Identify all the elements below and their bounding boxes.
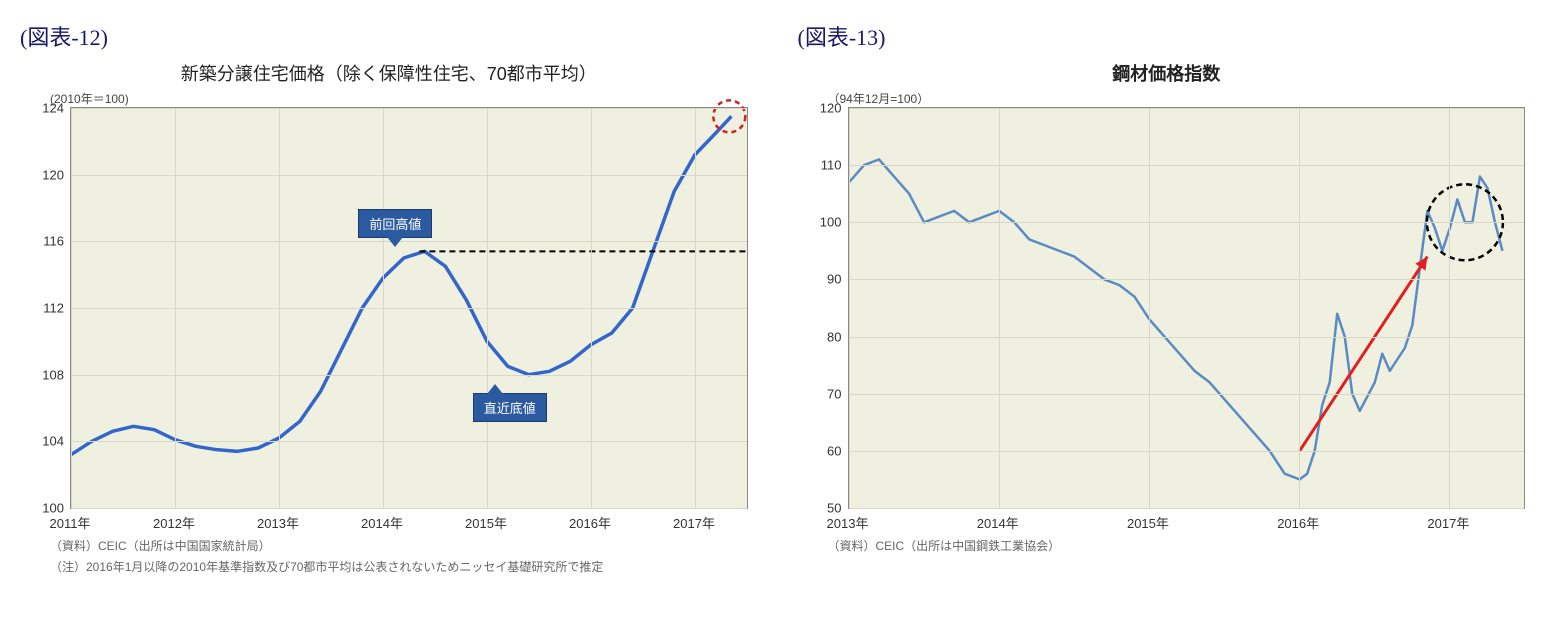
callout-label: 前回高値 (358, 209, 432, 238)
figure-12-label: (図表-12) (20, 20, 758, 52)
figure-12-panel: (図表-12) 新築分譲住宅価格（除く保障性住宅、70都市平均） (2010年＝… (20, 20, 758, 575)
data-series-line (849, 159, 1502, 479)
x-tick-label: 2014年 (361, 513, 403, 532)
y-tick-label: 90 (827, 272, 841, 287)
x-tick-label: 2017年 (1427, 513, 1469, 532)
figure-13-panel: (図表-13) 鋼材価格指数 （94年12月=100） 506070809010… (798, 20, 1536, 575)
chart-12-y-unit: (2010年＝100) (50, 90, 758, 107)
chart-13-plot-area: 5060708090100110120 (848, 107, 1526, 509)
x-tick-label: 2011年 (50, 513, 91, 532)
y-tick-label: 108 (42, 367, 64, 382)
y-tick-label: 124 (42, 101, 64, 116)
x-tick-label: 2016年 (1277, 513, 1319, 532)
chart-12-plot-area: 100104108112116120124 前回高値直近底値 (70, 107, 748, 509)
x-tick-label: 2015年 (1127, 513, 1169, 532)
y-tick-label: 120 (42, 167, 64, 182)
y-tick-label: 116 (43, 234, 64, 249)
y-tick-label: 70 (827, 386, 841, 401)
x-tick-label: 2013年 (827, 513, 869, 532)
trend-arrow-line (1299, 257, 1427, 451)
x-tick-label: 2016年 (569, 513, 611, 532)
x-tick-label: 2012年 (153, 513, 195, 532)
y-tick-label: 104 (42, 434, 64, 449)
chart-12-source: （資料）CEIC（出所は中国国家統計局） (50, 537, 758, 554)
chart-13-y-unit: （94年12月=100） (828, 90, 1536, 107)
y-tick-label: 80 (827, 329, 841, 344)
x-tick-label: 2017年 (673, 513, 715, 532)
x-tick-label: 2013年 (257, 513, 299, 532)
chart-13-title: 鋼材価格指数 (798, 60, 1536, 86)
chart-13-source: （資料）CEIC（出所は中国鋼鉄工業協会） (828, 537, 1536, 554)
chart-12-note: （注）2016年1月以降の2010年基準指数及び70都市平均は公表されないためニ… (50, 558, 758, 575)
y-tick-label: 60 (827, 443, 841, 458)
x-tick-label: 2014年 (977, 513, 1019, 532)
data-series-line (71, 116, 731, 454)
y-tick-label: 100 (820, 215, 842, 230)
callout-label: 直近底値 (473, 393, 547, 422)
y-tick-label: 120 (820, 101, 842, 116)
y-tick-label: 112 (43, 301, 64, 316)
x-tick-label: 2015年 (465, 513, 507, 532)
chart-12-title: 新築分譲住宅価格（除く保障性住宅、70都市平均） (20, 60, 758, 86)
y-tick-label: 110 (821, 158, 842, 173)
figure-13-label: (図表-13) (798, 20, 1536, 52)
